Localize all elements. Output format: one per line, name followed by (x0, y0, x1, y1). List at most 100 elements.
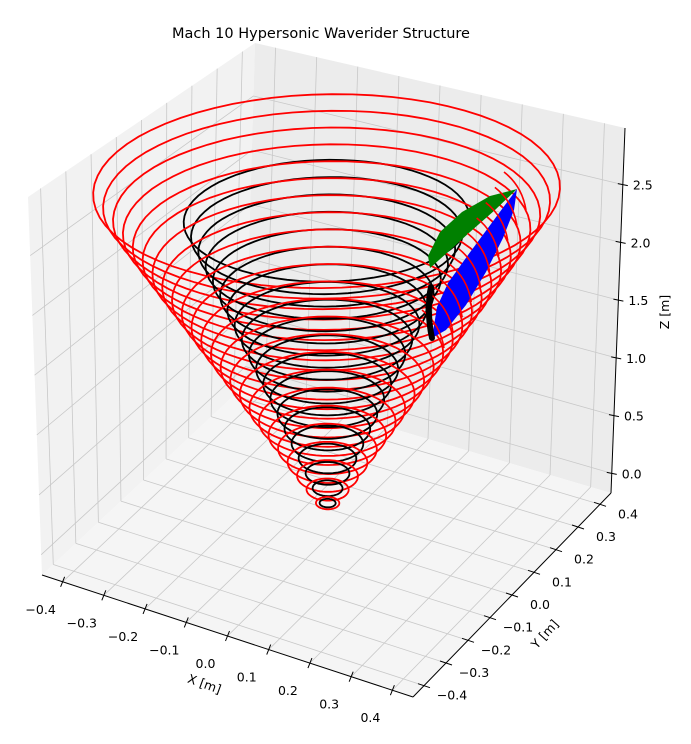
waverider-ring (421, 309, 445, 349)
waverider-ring (448, 263, 473, 303)
y-tick (505, 592, 519, 598)
y-tick-label: 0.3 (596, 529, 616, 544)
cone-ring (238, 350, 416, 439)
z-tick (608, 414, 620, 418)
cone-ring (297, 442, 358, 475)
cone-ring (318, 497, 337, 509)
cone-ring (283, 406, 372, 452)
chart-title: Mach 10 Hypersonic Waverider Structure (172, 26, 470, 42)
floor-pane (42, 385, 611, 697)
x-axis-ticks: −0.4 −0.3 −0.2 −0.1 0.0 0.1 0.2 0.3 0.4 (25, 576, 395, 725)
left-pane (28, 43, 255, 575)
x-tick (183, 617, 189, 628)
waverider-ring (485, 202, 509, 241)
y-tick-label: −0.4 (437, 688, 467, 703)
cone-ring (258, 386, 397, 457)
z-axis-ticks: 0.0 0.5 1.0 1.5 2.0 2.5 (606, 178, 653, 481)
cone-ring (211, 228, 442, 333)
y-tick-label: 0.4 (618, 506, 638, 521)
x-tick (60, 576, 66, 587)
z-tick-label: 0.0 (622, 466, 642, 481)
cone-ring (197, 193, 457, 308)
z-tick (615, 240, 626, 244)
y-tick-label: −0.1 (503, 620, 533, 635)
waverider-ring (503, 171, 527, 211)
grid-line (65, 171, 77, 544)
z-tick (613, 298, 624, 302)
cone-ring (286, 440, 369, 484)
cone-ring (190, 176, 464, 296)
plot-area (92, 93, 561, 511)
cone-ring (247, 316, 407, 393)
cone-ring (200, 280, 454, 401)
cone-ring (219, 315, 435, 420)
cone-ring (112, 126, 542, 311)
x-tick-label: −0.1 (149, 642, 179, 657)
grid-line (188, 85, 193, 438)
grid-line (40, 188, 54, 565)
cone-ring (240, 298, 414, 381)
z-axis-label: Z [m] (657, 295, 672, 329)
cone-ring (255, 334, 400, 405)
x-tick-label: 0.0 (196, 656, 216, 671)
y-tick-label: 0.0 (530, 597, 550, 612)
grid-line (40, 366, 612, 555)
cone-ring (304, 461, 351, 486)
grid-line (590, 123, 605, 488)
x-tick-label: 0.3 (319, 697, 339, 712)
z-axis-line (610, 127, 626, 494)
x-tick (266, 644, 272, 655)
x-tick-label: −0.3 (67, 615, 97, 630)
y-axis-ticks: −0.4 −0.3 −0.2 −0.1 0.00.10.20.30.4 (417, 501, 638, 703)
y-tick-label: 0.1 (552, 574, 572, 589)
z-tick-label: 0.5 (624, 409, 644, 424)
x-tick (307, 657, 313, 669)
grid-line (141, 119, 144, 481)
waverider-ring (476, 217, 500, 257)
grid-line (29, 95, 623, 256)
y-tick (571, 524, 585, 530)
waverider-ring (457, 248, 482, 287)
cone-ring (219, 245, 435, 345)
z-tick (617, 183, 628, 187)
cone-ring (141, 177, 512, 342)
grid-line (508, 104, 523, 464)
z-tick (606, 471, 617, 475)
cone-ring (226, 263, 428, 357)
x-tick (389, 685, 395, 696)
waverider-ring (494, 186, 518, 226)
x-tick-label: 0.1 (237, 670, 257, 685)
cone-ring (151, 194, 503, 352)
x-tick-label: −0.4 (25, 602, 55, 617)
grid-line (549, 113, 564, 476)
grid-line (386, 76, 400, 428)
grid-line (346, 66, 359, 416)
grid-line (233, 51, 243, 396)
leading-edge-curve (425, 284, 435, 341)
grid-line (392, 486, 591, 691)
y-tick (549, 547, 563, 553)
waverider-upper-surface (428, 189, 517, 268)
cone-ring (92, 93, 561, 290)
cone-ring (229, 333, 426, 430)
y-tick (593, 501, 607, 507)
y-tick (417, 683, 431, 689)
cone-ring (204, 210, 449, 320)
cone-ring (262, 352, 393, 417)
y-tick-label: 0.2 (574, 552, 594, 567)
cone-ring (276, 388, 379, 440)
cone-ring (233, 280, 421, 369)
cone-ring (296, 459, 359, 493)
grid-line (38, 312, 615, 496)
cone-ring (267, 404, 388, 466)
x-tick (101, 590, 107, 601)
cone-ring (248, 368, 407, 448)
grid-line (90, 154, 99, 523)
y-tick (461, 637, 475, 643)
waverider-ring (430, 294, 454, 333)
x-tick-label: 0.4 (360, 710, 380, 725)
cone-ring (305, 477, 350, 502)
cone-ring (314, 495, 341, 511)
z-tick-label: 2.5 (633, 178, 653, 193)
